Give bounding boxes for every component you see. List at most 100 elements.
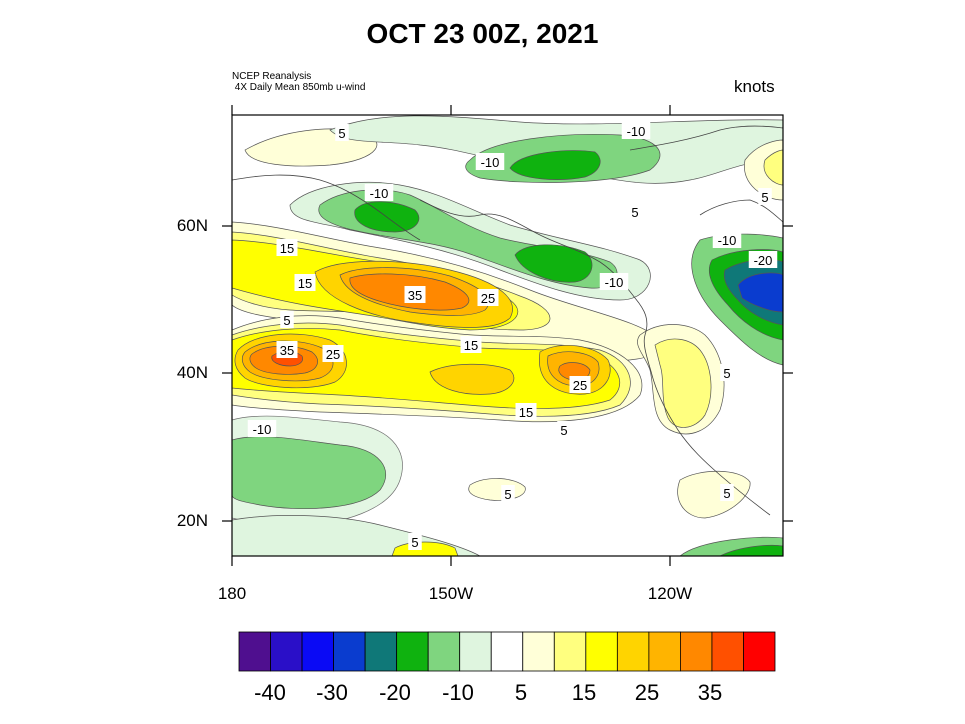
colorbar-swatch (490, 631, 524, 672)
colorbar-label-minus10: -10 (442, 680, 474, 705)
coastline (419, 199, 771, 516)
x-tick-150w: 150W (428, 584, 474, 603)
wind-field-region (429, 363, 515, 395)
colorbar-label-minus20: -20 (379, 680, 411, 705)
wind-field-region (737, 272, 783, 313)
wind-field-region (514, 244, 593, 283)
contour-label-text: 5 (283, 313, 290, 328)
coastline (699, 199, 783, 223)
colorbar-swatch (616, 631, 650, 672)
contour-label: 5 (280, 311, 294, 328)
colorbar-swatch (270, 631, 303, 672)
contour-label: -10 (475, 153, 505, 170)
contour-label: 15 (294, 274, 316, 291)
contour-label-text: 35 (408, 288, 422, 303)
contour-label: -10 (364, 184, 394, 201)
contour-label: 25 (569, 376, 591, 393)
contour-label-text: 5 (631, 205, 638, 220)
colorbar-label-minus40: -40 (254, 680, 286, 705)
map-title: OCT 23 00Z, 2021 (366, 18, 599, 49)
contour-label: -10 (599, 273, 629, 290)
y-tick-60n: 60N (176, 216, 208, 235)
colorbar-label-minus30: -30 (316, 680, 348, 705)
wind-field-region (677, 470, 751, 519)
contour-label-text: 25 (326, 347, 340, 362)
colorbar-label-35: 35 (697, 680, 723, 705)
colorbar-swatch (427, 631, 461, 672)
contour-label: 35 (276, 341, 298, 358)
wind-field-region (468, 478, 526, 501)
colorbar-swatch (711, 631, 744, 672)
contour-label-text: 25 (573, 378, 587, 393)
colorbar-swatch (333, 631, 366, 672)
contour-label-text: -10 (605, 275, 624, 290)
contour-label-text: 25 (481, 291, 495, 306)
contour-label: -20 (748, 251, 778, 268)
contour-label: 5 (720, 364, 734, 381)
contour-label: -10 (247, 420, 277, 437)
contour-label: 5 (408, 533, 422, 550)
contour-label-layer: 5 -10 -10 -10 5 5 15 15 35 25 -10 -10 -20 5 35 25 15 25 5 1… (247, 122, 778, 550)
contour-label-text: -10 (253, 422, 272, 437)
colorbar-swatch (301, 631, 334, 672)
x-tick-180: 180 (217, 584, 247, 603)
contour-label: -10 (712, 231, 742, 248)
colorbar-label-5: 5 (514, 680, 528, 705)
contour-label-text: -20 (754, 253, 773, 268)
contour-label-text: 35 (280, 343, 294, 358)
contour-label: 5 (758, 188, 772, 205)
contour-label-text: 5 (723, 366, 730, 381)
contour-label: 5 (501, 485, 515, 502)
contour-label-text: 15 (280, 241, 294, 256)
contour-label-text: 5 (338, 126, 345, 141)
coastline (629, 125, 783, 151)
contour-label: 5 (557, 421, 571, 438)
contour-label-text: 5 (723, 486, 730, 501)
colorbar-swatch (459, 631, 492, 672)
plot-frame (231, 114, 784, 557)
contour-label-text: 15 (298, 276, 312, 291)
contour-label-text: 15 (519, 405, 533, 420)
contour-label: 15 (276, 239, 298, 256)
source-text: NCEP Reanalysis 4X Daily Mean 850mb u-wi… (232, 71, 365, 93)
contour-label: -10 (621, 122, 651, 139)
colorbar-swatch (680, 631, 713, 672)
contour-label-text: -10 (370, 186, 389, 201)
colorbar-swatch (743, 631, 776, 672)
wind-field-region (509, 150, 601, 180)
contour-label-text: 5 (761, 190, 768, 205)
contour-label: 35 (404, 286, 426, 303)
contour-label: 5 (335, 124, 349, 141)
contour-label-text: 15 (464, 338, 478, 353)
colorbar-swatch (522, 631, 555, 672)
units-label: knots (734, 77, 775, 96)
y-tick-40n: 40N (176, 363, 208, 382)
contour-label: 15 (515, 403, 537, 420)
contour-label-text: -10 (627, 124, 646, 139)
contour-label-text: 5 (411, 535, 418, 550)
contour-label: 5 (720, 484, 734, 501)
colorbar-label-15: 15 (571, 680, 597, 705)
contour-label: 25 (322, 345, 344, 362)
contour-label-text: -10 (718, 233, 737, 248)
contour-label-text: 5 (560, 423, 567, 438)
wind-field-region (232, 436, 386, 510)
colorbar-label-25: 25 (634, 680, 660, 705)
colorbar-swatch (585, 631, 618, 672)
contour-label: 15 (460, 336, 482, 353)
colorbar-swatch (364, 631, 398, 672)
colorbar (238, 631, 776, 672)
wind-field-region (654, 338, 712, 428)
colorbar-swatch (238, 631, 271, 672)
x-tick-120w: 120W (647, 584, 693, 603)
contour-label-text: -10 (481, 155, 500, 170)
contour-label-text: 5 (504, 487, 511, 502)
contour-label: 5 (628, 203, 642, 220)
colorbar-swatch (648, 631, 681, 672)
colorbar-swatch (553, 631, 587, 672)
axis-ticks (222, 105, 793, 566)
source-line-2: 4X Daily Mean 850mb u-wind (232, 82, 366, 93)
y-tick-20n: 20N (176, 511, 208, 530)
colorbar-swatch (396, 631, 429, 672)
